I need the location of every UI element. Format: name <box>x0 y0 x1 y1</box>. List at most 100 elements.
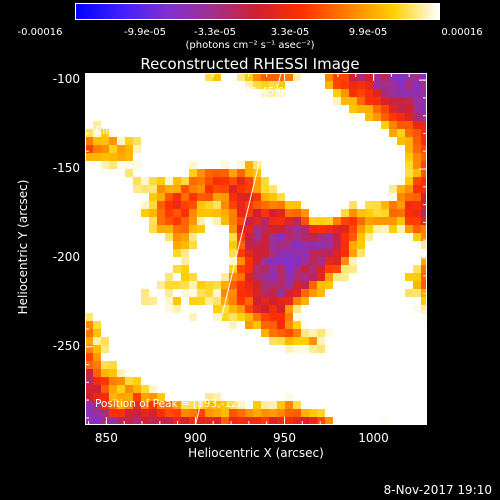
heatmap-cell <box>277 257 286 266</box>
heatmap-cell <box>165 321 174 330</box>
heatmap-cell <box>373 193 382 202</box>
heatmap-cell <box>261 137 270 146</box>
heatmap-cell <box>93 193 102 202</box>
heatmap-cell <box>205 353 214 362</box>
heatmap-cell <box>109 273 118 282</box>
heatmap-cell <box>197 209 206 218</box>
heatmap-cell <box>309 305 318 314</box>
heatmap-cell <box>229 121 238 130</box>
heatmap-cell <box>269 393 278 402</box>
heatmap-cell <box>397 401 406 410</box>
heatmap-cell <box>109 345 118 354</box>
heatmap-cell <box>165 297 174 306</box>
heatmap-cell <box>341 345 350 354</box>
heatmap-cell <box>117 129 126 138</box>
heatmap-cell <box>421 273 427 282</box>
heatmap-cell <box>181 153 190 162</box>
heatmap-cell <box>149 209 158 218</box>
heatmap-cell <box>341 281 350 290</box>
heatmap-cell <box>173 121 182 130</box>
heatmap-cell <box>141 353 150 362</box>
heatmap-cell <box>301 393 310 402</box>
heatmap-cell <box>237 329 246 338</box>
heatmap-cell <box>221 217 230 226</box>
heatmap-cell <box>101 393 110 402</box>
heatmap-cell <box>381 225 390 234</box>
heatmap-cell <box>253 193 262 202</box>
heatmap-cell <box>173 193 182 202</box>
heatmap-cell <box>285 185 294 194</box>
heatmap-cell <box>221 185 230 194</box>
heatmap-cell <box>333 297 342 306</box>
heatmap-cell <box>85 321 94 330</box>
heatmap-cell <box>381 113 390 122</box>
heatmap-cell <box>365 201 374 210</box>
heatmap-cell <box>141 313 150 322</box>
heatmap-cell <box>93 73 102 82</box>
heatmap-cell <box>237 249 246 258</box>
heatmap-cell <box>125 281 134 290</box>
heatmap-cell <box>373 73 382 82</box>
heatmap-cell <box>181 345 190 354</box>
heatmap-cell <box>149 417 158 425</box>
heatmap-cell <box>165 185 174 194</box>
heatmap-cell <box>149 177 158 186</box>
heatmap-cell <box>189 369 198 378</box>
heatmap-cell <box>317 241 326 250</box>
heatmap-cell <box>165 233 174 242</box>
heatmap-cell <box>237 89 246 98</box>
heatmap-cell <box>205 257 214 266</box>
heatmap-cell <box>309 369 318 378</box>
heatmap-cell <box>269 145 278 154</box>
heatmap-cell <box>325 313 334 322</box>
heatmap-cell <box>309 385 318 394</box>
heatmap-cell <box>333 145 342 154</box>
heatmap-cell <box>269 417 278 425</box>
heatmap-cell <box>149 97 158 106</box>
heatmap-cell <box>245 97 254 106</box>
heatmap-cell <box>293 385 302 394</box>
heatmap-cell <box>357 257 366 266</box>
heatmap-cell <box>397 377 406 386</box>
heatmap-cell <box>285 217 294 226</box>
heatmap-cell <box>181 249 190 258</box>
colorbar-tick-label: -9.9e-05 <box>124 27 166 38</box>
heatmap-cell <box>357 377 366 386</box>
heatmap-cell <box>157 313 166 322</box>
heatmap-cell <box>157 225 166 234</box>
heatmap-cell <box>93 409 102 418</box>
heatmap-cell <box>405 169 414 178</box>
heatmap-cell <box>285 297 294 306</box>
heatmap-cell <box>101 185 110 194</box>
heatmap-cell <box>141 385 150 394</box>
heatmap-cell <box>165 249 174 258</box>
heatmap-cell <box>349 393 358 402</box>
heatmap-cell <box>373 129 382 138</box>
heatmap-cell <box>413 169 422 178</box>
heatmap-cell <box>205 177 214 186</box>
heatmap-cell <box>229 289 238 298</box>
heatmap-cell <box>421 345 427 354</box>
heatmap-cell <box>117 161 126 170</box>
heatmap-cell <box>381 377 390 386</box>
heatmap-cell <box>357 81 366 90</box>
heatmap-cell <box>133 113 142 122</box>
heatmap-cell <box>245 289 254 298</box>
heatmap-cell <box>277 153 286 162</box>
heatmap-cell <box>349 209 358 218</box>
heatmap-cell <box>293 313 302 322</box>
heatmap-cell <box>173 177 182 186</box>
heatmap-cell <box>325 409 334 418</box>
heatmap-cell <box>85 161 94 170</box>
heatmap-cell <box>277 337 286 346</box>
x-tick-label: 1000 <box>358 431 389 445</box>
heatmap-cell <box>301 417 310 425</box>
heatmap-cell <box>125 225 134 234</box>
heatmap-cell <box>197 153 206 162</box>
heatmap-cell <box>125 113 134 122</box>
heatmap-cell <box>373 273 382 282</box>
heatmap-cell <box>293 377 302 386</box>
heatmap-cell <box>341 249 350 258</box>
heatmap-cell <box>269 177 278 186</box>
heatmap-cell <box>237 137 246 146</box>
